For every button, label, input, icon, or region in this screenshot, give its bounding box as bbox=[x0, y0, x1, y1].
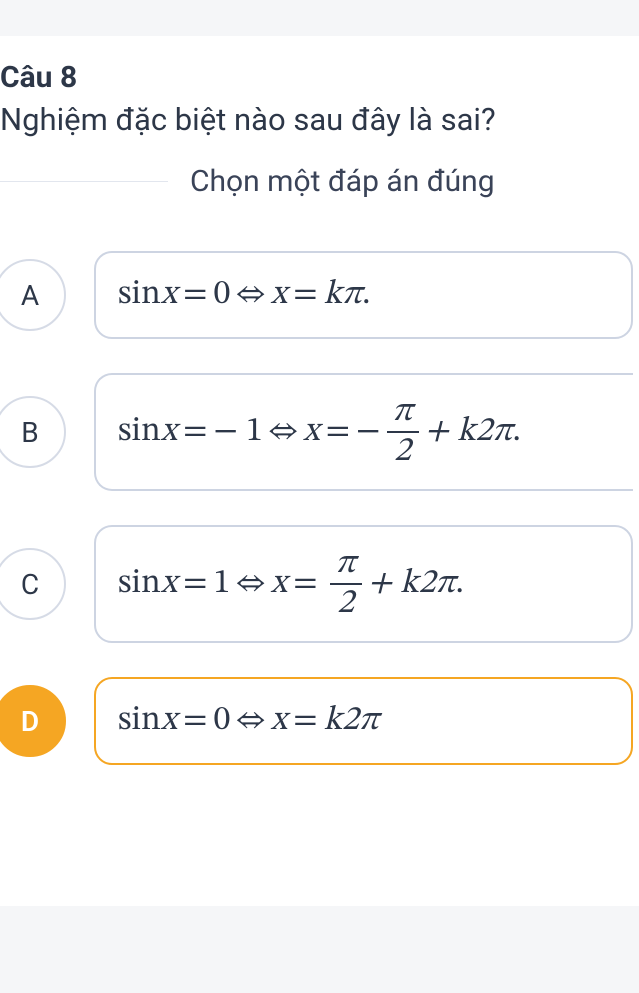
option-row-b[interactable]: Bsinx=− 1⇔x=− π2 + k2π. bbox=[0, 373, 633, 491]
option-content-box[interactable]: sinx=0⇔x=k2π bbox=[94, 677, 633, 765]
option-math-expression: sinx=0⇔x=kπ. bbox=[118, 274, 370, 317]
option-math-expression: sinx=1⇔x=π2 + k2π. bbox=[118, 545, 464, 623]
options-list: Asinx=0⇔x=kπ. Bsinx=− 1⇔x=− π2 + k2π. Csin… bbox=[0, 251, 639, 765]
instruction-text: Chọn một đáp án đúng bbox=[168, 164, 495, 199]
divider-line bbox=[0, 181, 168, 182]
question-number: Câu 8 bbox=[0, 60, 639, 101]
instruction-row: Chọn một đáp án đúng bbox=[0, 164, 639, 199]
option-letter-badge[interactable]: B bbox=[0, 396, 66, 468]
option-content-box[interactable]: sinx=− 1⇔x=− π2 + k2π. bbox=[94, 373, 633, 491]
option-letter-badge[interactable]: A bbox=[0, 259, 66, 331]
option-letter-badge[interactable]: C bbox=[0, 548, 66, 620]
question-header: Câu 8 Nghiệm đặc biệt nào sau đây là sai… bbox=[0, 60, 639, 164]
option-math-expression: sinx=0⇔x=k2π bbox=[118, 700, 379, 743]
option-content-box[interactable]: sinx=1⇔x=π2 + k2π. bbox=[94, 525, 633, 643]
option-row-a[interactable]: Asinx=0⇔x=kπ. bbox=[0, 251, 633, 339]
question-card: Câu 8 Nghiệm đặc biệt nào sau đây là sai… bbox=[0, 36, 639, 906]
option-content-box[interactable]: sinx=0⇔x=kπ. bbox=[94, 251, 633, 339]
option-row-d[interactable]: Dsinx=0⇔x=k2π bbox=[0, 677, 633, 765]
question-prompt: Nghiệm đặc biệt nào sau đây là sai? bbox=[0, 101, 639, 164]
option-math-expression: sinx=− 1⇔x=− π2 + k2π. bbox=[118, 393, 521, 471]
option-row-c[interactable]: Csinx=1⇔x=π2 + k2π. bbox=[0, 525, 633, 643]
option-letter-badge[interactable]: D bbox=[0, 685, 66, 757]
